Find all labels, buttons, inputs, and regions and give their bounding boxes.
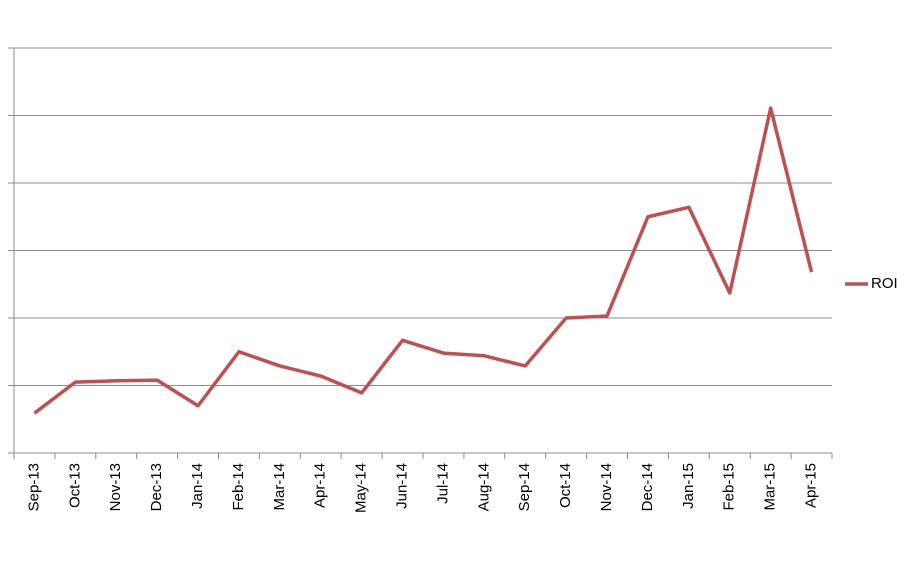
x-tick-label: Jul-14	[434, 463, 451, 504]
x-tick-label: Dec-13	[148, 463, 165, 511]
x-tick-label: Mar-14	[271, 463, 288, 511]
x-tick-label: Oct-14	[557, 463, 574, 508]
x-tick-label: Sep-14	[516, 463, 533, 511]
x-tick-label: Feb-15	[721, 463, 738, 511]
x-tick-label: Apr-14	[312, 463, 329, 508]
x-tick-label: Mar-15	[762, 463, 779, 511]
x-tick-label: Nov-14	[598, 463, 615, 511]
x-tick-label: Dec-14	[639, 463, 656, 511]
x-tick-label: Jan-14	[189, 463, 206, 509]
x-tick-label: Jun-14	[394, 463, 411, 509]
x-tick-label: Oct-13	[66, 463, 83, 508]
x-tick-label: Sep-13	[25, 463, 42, 511]
x-tick-label: Jan-15	[680, 463, 697, 509]
data-line	[33, 106, 814, 415]
x-tick-label: Nov-13	[107, 463, 124, 511]
x-tick-label: Apr-15	[803, 463, 820, 508]
legend-label: ROI	[871, 275, 898, 292]
x-tick-label: May-14	[353, 463, 370, 513]
x-tick-label: Aug-14	[475, 463, 492, 511]
x-tick-label: Feb-14	[230, 463, 247, 511]
